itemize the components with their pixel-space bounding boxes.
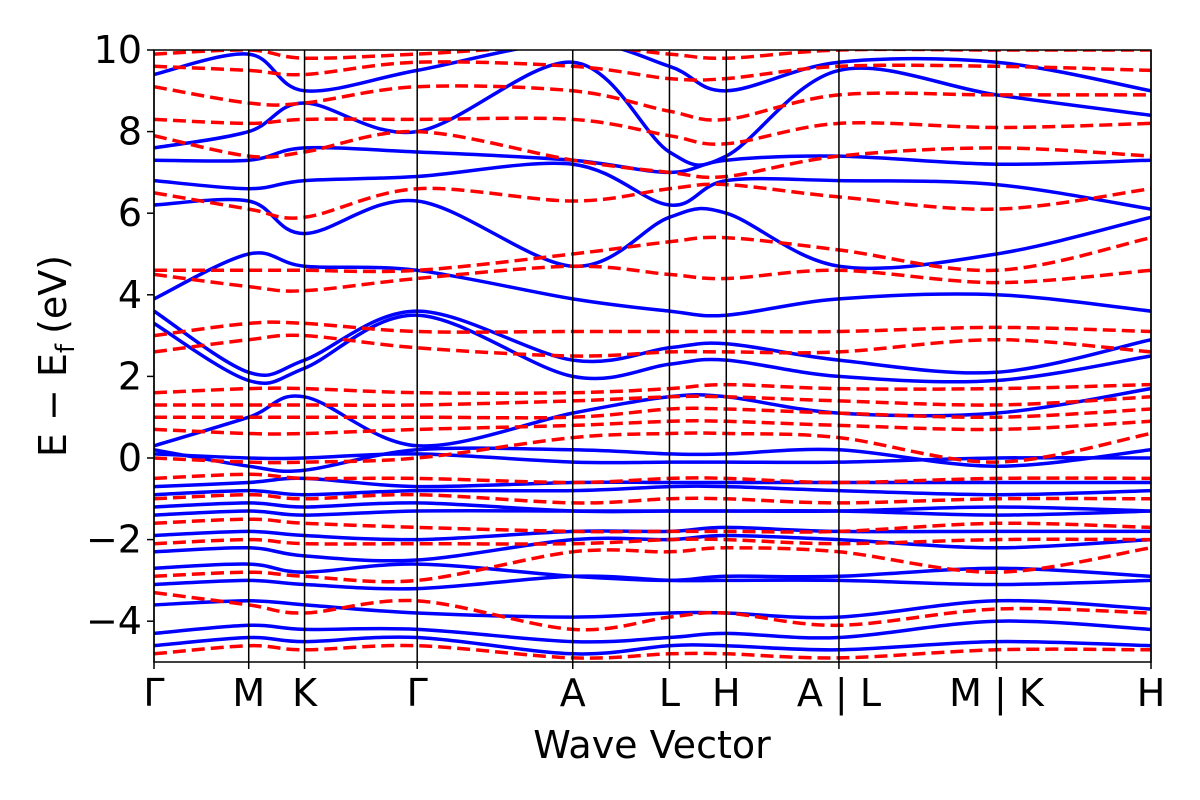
solid-band-2 — [154, 598, 1151, 620]
dashed-band-16 — [154, 182, 1151, 220]
x-tick-label-0: Γ — [143, 671, 164, 715]
y-axis-label-unit: (eV) — [31, 255, 75, 334]
dashed-band-7 — [154, 431, 1151, 465]
y-axis-ticks: −4 −2 0 2 4 6 8 10 — [86, 28, 154, 643]
y-tick-label-5: 6 — [118, 191, 142, 235]
dashed-band-5 — [154, 492, 1151, 505]
solid-band-16 — [154, 251, 1151, 318]
bands-layer — [154, 50, 1151, 660]
x-tick-label-5: L — [659, 671, 680, 715]
solid-band-0 — [154, 635, 1151, 656]
dashed-band-18 — [154, 116, 1151, 146]
dashed-band-19 — [154, 84, 1151, 122]
x-tick-label-8: M | K — [949, 671, 1045, 716]
dashed-band-8 — [154, 419, 1151, 436]
x-tick-label-9: H — [1137, 671, 1166, 715]
solid-band-18 — [154, 161, 1151, 211]
x-tick-label-3: Γ — [407, 671, 428, 715]
y-tick-label-7: 10 — [94, 28, 142, 72]
dashed-band-3 — [154, 537, 1151, 546]
solid-band-9 — [154, 484, 1151, 497]
dashed-band-10 — [154, 394, 1151, 408]
dashed-band-20 — [154, 60, 1151, 82]
plot-frame — [153, 49, 1152, 663]
x-tick-label-4: A — [560, 671, 586, 715]
x-tick-label-7: A | L — [797, 671, 881, 716]
y-tick-label-0: −4 — [86, 599, 142, 643]
solid-band-8 — [154, 501, 1151, 514]
y-axis-label: E − Ef (eV) — [31, 255, 81, 457]
x-tick-label-2: K — [292, 671, 318, 715]
dashed-band-2 — [154, 546, 1151, 584]
solid-band-5 — [154, 533, 1151, 563]
dashed-band-0 — [154, 643, 1151, 660]
solid-band-12 — [154, 446, 1151, 473]
y-tick-label-6: 8 — [118, 110, 142, 154]
dashed-band-11 — [154, 382, 1151, 395]
solid-band-14 — [154, 313, 1151, 385]
y-tick-label-3: 2 — [118, 354, 142, 398]
y-tick-label-1: −2 — [86, 518, 142, 562]
dashed-band-14 — [154, 264, 1151, 293]
y-tick-label-2: 0 — [118, 436, 142, 480]
dashed-band-17 — [154, 129, 1151, 180]
dashed-band-12 — [154, 333, 1151, 358]
x-tick-label-6: H — [712, 671, 741, 715]
y-axis-label-subscript: f — [51, 343, 81, 353]
solid-band-17 — [154, 197, 1151, 271]
dashed-band-21 — [154, 50, 1151, 61]
dashed-band-15 — [154, 235, 1151, 274]
solid-band-21 — [154, 50, 1151, 93]
x-axis-label: Wave Vector — [533, 723, 771, 767]
y-tick-label-4: 4 — [118, 273, 142, 317]
solid-band-1 — [154, 619, 1151, 644]
x-tick-label-1: M — [232, 671, 265, 715]
y-axis-label-main: E − E — [31, 353, 75, 457]
dashed-band-1 — [154, 590, 1151, 632]
solid-band-15 — [154, 309, 1151, 377]
dashed-band-6 — [154, 472, 1151, 485]
dashed-band-13 — [154, 320, 1151, 338]
dashed-band-9 — [154, 406, 1151, 420]
dashed-band-4 — [154, 517, 1151, 534]
